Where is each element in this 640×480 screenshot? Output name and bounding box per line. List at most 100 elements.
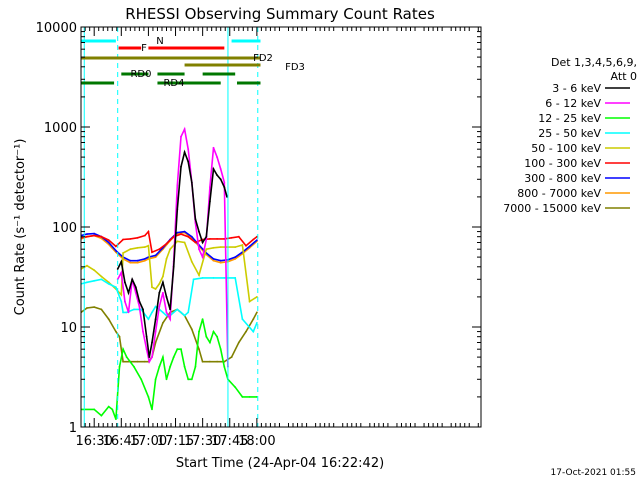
data-point-12-25-kev	[162, 356, 164, 358]
data-point-6-12-kev	[169, 318, 172, 320]
data-point-100-300-kev	[136, 236, 139, 239]
data-point-12-25-kev	[115, 418, 117, 420]
data-point-100-300-kev	[158, 248, 161, 251]
y-tick-label: 10	[60, 321, 77, 336]
data-point-50-100-kev	[86, 264, 88, 267]
data-point-100-300-kev	[129, 238, 132, 240]
data-point-7000-15000-kev	[143, 360, 146, 363]
data-point-6-12-kev	[219, 168, 222, 170]
data-point-25-50-kev	[201, 277, 204, 279]
data-point-25-50-kev	[115, 286, 117, 289]
data-point-300-800-kev	[212, 258, 215, 260]
data-point-6-12-kev	[148, 360, 151, 363]
data-point-3-6-kev	[169, 308, 172, 311]
data-point-6-12-kev	[158, 305, 161, 308]
flag-label-fd3: FD3	[285, 62, 305, 73]
data-point-50-100-kev	[190, 260, 193, 263]
data-point-25-50-kev	[187, 311, 190, 314]
data-point-3-6-kev	[158, 291, 161, 294]
data-point-300-800-kev	[190, 235, 193, 238]
data-point-12-25-kev	[187, 378, 190, 381]
data-point-25-50-kev	[93, 279, 96, 282]
data-point-50-100-kev	[143, 246, 146, 249]
data-point-25-50-kev	[100, 278, 103, 281]
data-point-6-12-kev	[212, 146, 215, 149]
data-point-12-25-kev	[216, 335, 219, 338]
flag-label-fd2: FD2	[253, 53, 273, 64]
data-point-3-6-kev	[176, 208, 179, 211]
data-point-100-300-kev	[245, 244, 247, 247]
x-tick-label: 17:30	[184, 434, 221, 449]
data-point-25-50-kev	[192, 278, 195, 281]
data-point-12-25-kev	[241, 396, 244, 398]
data-point-12-25-kev	[154, 378, 157, 381]
data-point-3-6-kev	[138, 300, 141, 303]
y-tick-label: 100	[52, 221, 77, 236]
data-point-100-300-kev	[165, 242, 168, 245]
data-point-7000-15000-kev	[201, 360, 204, 363]
data-point-25-50-kev	[154, 305, 157, 308]
data-point-50-100-kev	[151, 286, 153, 289]
data-point-100-300-kev	[107, 239, 110, 242]
data-point-7000-15000-kev	[122, 360, 124, 363]
legend-entry-label: 25 - 50 keV	[538, 127, 601, 140]
data-point-6-12-kev	[124, 300, 126, 303]
data-point-100-300-kev	[216, 238, 219, 240]
flag-label-rd0: RD0	[130, 69, 151, 80]
data-point-25-50-kev	[172, 311, 175, 314]
data-point-12-25-kev	[209, 341, 211, 344]
data-point-6-12-kev	[216, 156, 219, 159]
data-point-25-50-kev	[241, 318, 244, 320]
data-point-7000-15000-kev	[237, 341, 240, 344]
data-point-100-300-kev	[252, 238, 255, 241]
data-point-7000-15000-kev	[230, 356, 233, 358]
x-tick-label: 16:45	[103, 434, 140, 449]
data-point-50-100-kev	[169, 248, 172, 251]
data-point-7000-15000-kev	[198, 348, 200, 351]
data-point-300-800-kev	[143, 258, 146, 260]
data-point-25-50-kev	[223, 277, 226, 279]
flag-label-rd4: RD4	[163, 78, 184, 89]
data-point-7000-15000-kev	[216, 360, 219, 363]
data-point-12-25-kev	[107, 405, 110, 408]
data-point-3-6-kev	[187, 160, 190, 163]
data-point-3-6-kev	[205, 235, 208, 238]
data-point-300-800-kev	[107, 241, 110, 244]
data-point-25-50-kev	[125, 311, 128, 314]
data-point-3-6-kev	[127, 291, 130, 294]
data-point-7000-15000-kev	[118, 335, 121, 338]
data-point-7000-15000-kev	[162, 322, 164, 324]
data-point-12-25-kev	[151, 408, 153, 411]
chart-title: RHESSI Observing Summary Count Rates	[125, 5, 435, 23]
data-point-6-12-kev	[223, 181, 226, 184]
data-point-3-6-kev	[172, 265, 175, 268]
series-line-12-25-kev	[81, 318, 257, 420]
y-tick-label: 10000	[36, 21, 77, 36]
legend-entry-label: 100 - 300 keV	[524, 157, 601, 170]
data-point-300-800-kev	[248, 245, 251, 248]
data-point-12-25-kev	[169, 365, 172, 368]
data-point-7000-15000-kev	[115, 330, 117, 333]
data-point-800-7000-kev	[129, 261, 132, 264]
data-point-6-12-kev	[138, 305, 141, 308]
data-point-12-25-kev	[190, 378, 193, 381]
data-point-50-100-kev	[198, 274, 200, 276]
data-point-300-800-kev	[86, 233, 88, 236]
data-point-7000-15000-kev	[190, 328, 193, 331]
data-point-50-100-kev	[93, 269, 96, 272]
data-point-6-12-kev	[134, 291, 137, 294]
data-point-6-12-kev	[201, 256, 204, 258]
data-point-12-25-kev	[194, 365, 197, 368]
data-point-50-100-kev	[147, 244, 150, 247]
data-point-12-25-kev	[125, 356, 128, 358]
data-point-100-300-kev	[93, 234, 96, 237]
data-point-25-50-kev	[180, 311, 182, 314]
data-point-50-100-kev	[248, 300, 251, 303]
data-point-7000-15000-kev	[209, 360, 211, 363]
legend-header-line: Det 1,3,4,5,6,9,	[551, 56, 637, 69]
legend-entry-label: 7000 - 15000 keV	[503, 202, 601, 215]
data-point-12-25-kev	[100, 414, 103, 417]
data-point-12-25-kev	[180, 348, 182, 351]
